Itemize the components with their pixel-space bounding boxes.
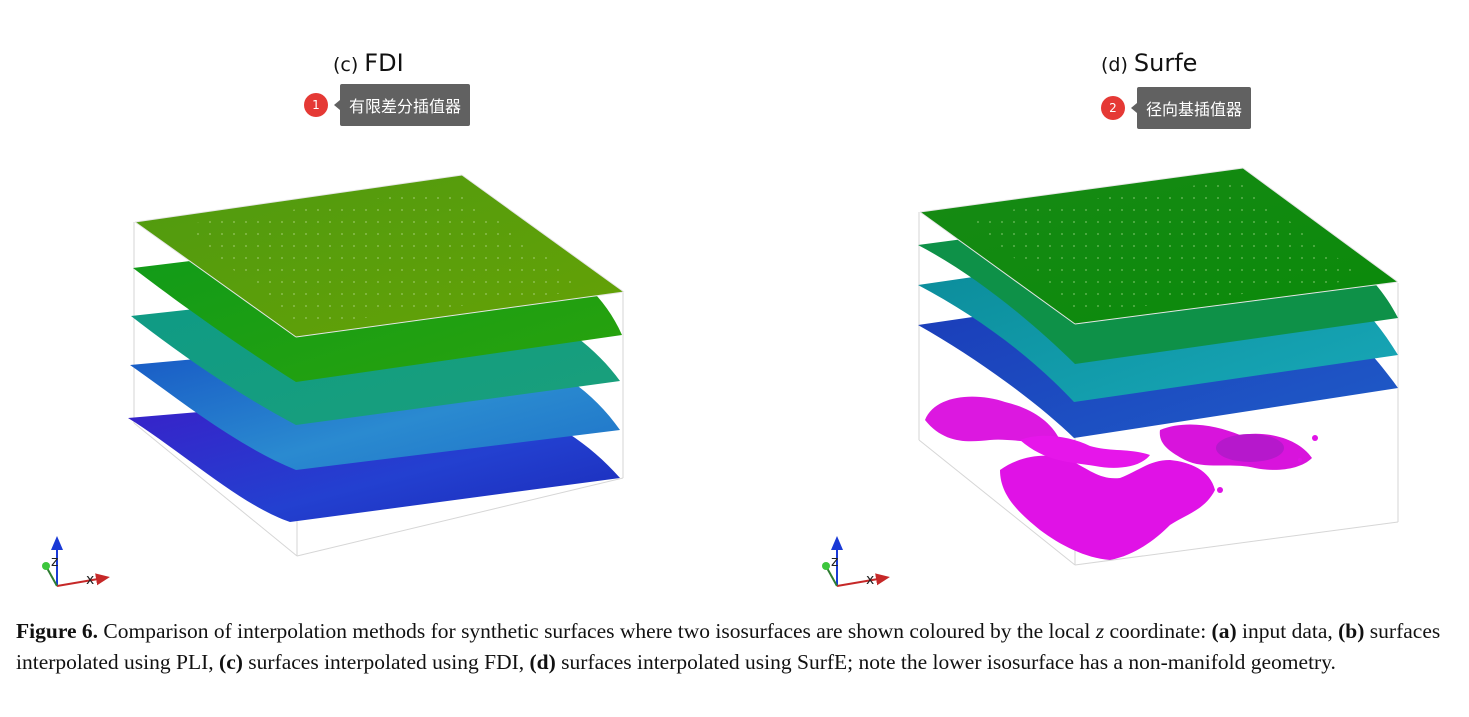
caption-intro: Comparison of interpolation methods for … [98,619,1096,643]
panel-c-render [128,174,625,557]
annotation-1-badge: 1 [304,93,328,117]
panel-d-z-axis-label: z [831,554,838,570]
caption-c-text: surfaces interpolated using FDI, [242,650,530,674]
panel-c-x-axis-label: x [86,572,94,588]
figure-graphics: z x [42,167,1399,588]
annotation-2-pointer [1131,103,1137,113]
annotation-2-badge: 2 [1101,96,1125,120]
caption-b-label: (b) [1338,619,1365,643]
caption-coordinate: coordinate: [1104,619,1207,643]
figure-caption: Figure 6. Comparison of interpolation me… [16,616,1456,678]
caption-a-text: input data, [1236,619,1339,643]
annotation-2[interactable]: 2 径向基插值器 [1101,87,1252,129]
annotation-1[interactable]: 1 有限差分插值器 [304,84,471,126]
panel-d-x-axis-label: x [866,572,874,588]
panel-c-letter: (c) [333,54,359,76]
caption-c-label: (c) [219,650,243,674]
annotation-1-label: 有限差分插值器 [340,84,471,126]
panel-d-letter: (d) [1101,54,1128,76]
caption-d-label: (d) [529,650,556,674]
panel-c-axes-triad: z x [42,536,110,588]
caption-z-variable: z [1095,619,1105,643]
caption-b-text: surfaces interpolated using PLI, [16,619,1441,674]
panel-c-z-axis-label: z [51,554,58,570]
caption-d-text: surfaces interpolated using SurfE; note … [555,650,1336,674]
panel-d-axes-triad: z x [822,536,890,588]
annotation-2-label: 径向基插值器 [1137,87,1252,129]
annotation-1-pointer [334,100,340,110]
panel-c-method: FDI [364,49,404,77]
panel-c-title: (c) FDI [333,49,404,77]
panel-d-render [918,167,1399,566]
caption-a-label: (a) [1211,619,1237,643]
panel-d-title: (d) Surfe [1101,49,1197,77]
caption-figure-label: Figure 6. [16,619,99,643]
panel-d-method: Surfe [1133,49,1198,77]
panel-d-magenta-isosurface [925,396,1318,560]
